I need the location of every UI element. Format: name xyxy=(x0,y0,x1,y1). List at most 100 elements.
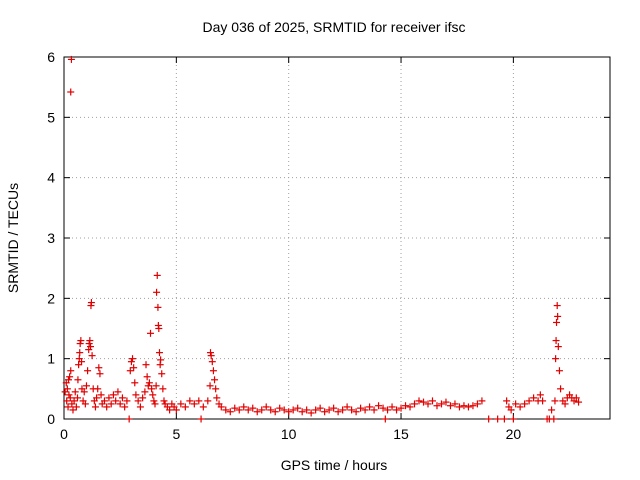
data-point xyxy=(67,88,75,96)
chart-title: Day 036 of 2025, SRMTID for receiver ifs… xyxy=(203,19,466,35)
data-point xyxy=(123,397,131,405)
data-point xyxy=(553,318,561,326)
data-point xyxy=(406,403,414,411)
data-point xyxy=(148,385,156,393)
data-point xyxy=(158,370,166,378)
data-point xyxy=(530,394,538,402)
data-point xyxy=(127,358,135,366)
data-point xyxy=(222,406,230,414)
y-tick-label: 0 xyxy=(47,411,55,427)
data-point xyxy=(81,400,89,408)
data-point xyxy=(442,398,450,406)
data-point xyxy=(141,388,149,396)
data-point xyxy=(507,406,515,414)
data-point xyxy=(262,403,270,411)
data-point xyxy=(521,400,529,408)
data-point xyxy=(67,55,75,63)
y-tick-label: 5 xyxy=(47,109,55,125)
data-point xyxy=(307,409,315,417)
data-point xyxy=(366,403,374,411)
tick-layer: 0 5 10 15 20 0 1 2 3 4 5 6 xyxy=(47,49,610,442)
data-point xyxy=(552,355,560,363)
data-point xyxy=(258,406,266,414)
data-point xyxy=(153,271,161,279)
data-point xyxy=(357,404,365,412)
data-point xyxy=(213,394,221,402)
data-point xyxy=(88,352,96,360)
data-point xyxy=(397,404,405,412)
data-point xyxy=(460,402,468,410)
data-point xyxy=(160,397,168,405)
y-tick-label: 3 xyxy=(47,230,55,246)
data-point xyxy=(87,299,95,307)
data-point xyxy=(70,397,78,405)
data-point xyxy=(231,404,239,412)
data-point xyxy=(107,400,115,408)
data-point xyxy=(271,408,279,416)
data-point xyxy=(469,402,477,410)
data-point xyxy=(575,398,583,406)
data-point xyxy=(150,397,158,405)
data-point xyxy=(561,400,569,408)
data-point xyxy=(72,403,80,411)
x-tick-label: 20 xyxy=(506,426,522,442)
data-point xyxy=(207,352,215,360)
data-point xyxy=(494,415,502,423)
data-point xyxy=(172,406,180,414)
data-point xyxy=(65,391,73,399)
data-point xyxy=(155,325,163,332)
x-axis-title: GPS time / hours xyxy=(281,457,388,473)
y-tick-label: 4 xyxy=(47,170,55,186)
data-point xyxy=(100,397,108,405)
data-point xyxy=(116,400,124,408)
data-point xyxy=(78,358,86,366)
data-point xyxy=(572,394,580,402)
data-point xyxy=(105,394,113,402)
data-point xyxy=(74,376,82,384)
data-point xyxy=(303,406,311,414)
data-point xyxy=(85,340,93,348)
data-point xyxy=(66,394,74,402)
data-point xyxy=(95,364,103,372)
data-point xyxy=(166,406,174,414)
data-point xyxy=(73,394,81,402)
data-point xyxy=(516,403,524,411)
data-point xyxy=(312,406,320,414)
data-point xyxy=(500,415,508,423)
data-point xyxy=(388,403,396,411)
data-point xyxy=(437,400,445,408)
data-point xyxy=(76,340,84,348)
data-point xyxy=(536,391,544,399)
data-point xyxy=(289,406,297,414)
data-point xyxy=(451,400,459,408)
data-point xyxy=(352,408,360,416)
data-point xyxy=(181,403,189,411)
data-point xyxy=(93,394,101,402)
data-point xyxy=(69,406,77,414)
x-tick-label: 5 xyxy=(172,426,180,442)
data-point xyxy=(64,376,72,384)
data-point xyxy=(348,406,356,414)
data-point xyxy=(267,406,275,414)
data-point xyxy=(151,400,159,408)
data-point xyxy=(554,312,562,320)
data-point xyxy=(76,349,84,357)
data-point xyxy=(67,367,75,375)
data-point xyxy=(199,403,207,411)
data-point xyxy=(455,403,463,411)
data-point xyxy=(551,397,559,405)
data-point xyxy=(280,406,288,414)
data-point xyxy=(145,379,153,387)
data-point xyxy=(71,388,79,396)
data-point xyxy=(63,385,71,393)
data-point xyxy=(143,373,151,381)
data-point xyxy=(276,404,284,412)
grid-layer xyxy=(64,57,610,419)
data-point xyxy=(420,398,428,406)
data-point xyxy=(109,391,117,399)
data-point xyxy=(155,349,163,357)
data-point xyxy=(94,385,102,393)
data-point xyxy=(548,406,556,414)
y-tick-label: 6 xyxy=(47,49,55,65)
data-point xyxy=(464,403,472,411)
